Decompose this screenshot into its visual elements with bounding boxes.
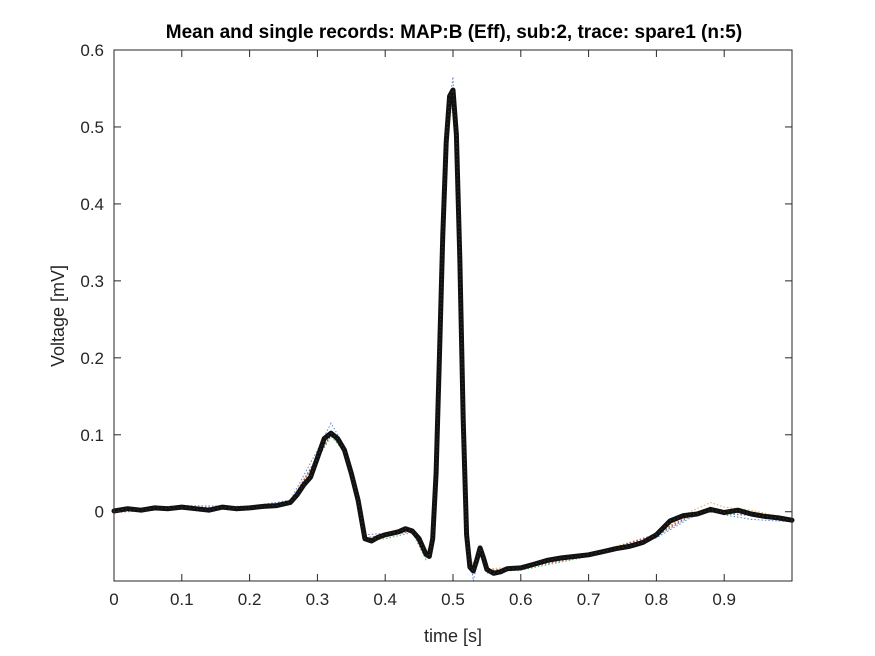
axes-background — [114, 50, 792, 581]
mean-record-line — [111, 87, 795, 576]
x-tick-label: 0.2 — [238, 590, 262, 609]
y-tick-label: 0.6 — [80, 41, 104, 60]
y-tick-label: 0.2 — [80, 349, 104, 368]
y-tick-label: 0.1 — [80, 426, 104, 445]
y-tick-label: 0 — [95, 503, 104, 522]
y-tick-label: 0.5 — [80, 118, 104, 137]
x-tick-label: 0.8 — [645, 590, 669, 609]
y-tick-label: 0.4 — [80, 195, 104, 214]
x-tick-label: 0.9 — [712, 590, 736, 609]
x-tick-label: 0.4 — [373, 590, 397, 609]
x-tick-label: 0.3 — [306, 590, 330, 609]
x-tick-label: 0.1 — [170, 590, 194, 609]
y-axis-label: Voltage [mV] — [48, 265, 68, 367]
ticks-layer: 0 0.1 0.2 0.3 0.4 0.5 0.6 0.7 0.8 0.9 0 0.1 0.2 0.3 0.… — [80, 41, 792, 609]
x-tick-label: 0.6 — [509, 590, 533, 609]
series-layer — [111, 76, 795, 582]
chart-title: Mean and single records: MAP:B (Eff), su… — [166, 22, 742, 43]
x-tick-label: 0.7 — [577, 590, 601, 609]
plot-area: 0 0.1 0.2 0.3 0.4 0.5 0.6 0.7 0.8 0.9 0 0.1 0.2 0.3 0.… — [80, 41, 795, 609]
x-axis-label: time [s] — [424, 626, 482, 646]
x-tick-label: 0 — [109, 590, 118, 609]
x-tick-label: 0.5 — [441, 590, 465, 609]
y-tick-label: 0.3 — [80, 272, 104, 291]
